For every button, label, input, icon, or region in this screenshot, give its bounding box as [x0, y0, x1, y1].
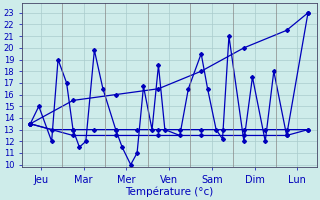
X-axis label: Température (°c): Température (°c): [125, 186, 213, 197]
